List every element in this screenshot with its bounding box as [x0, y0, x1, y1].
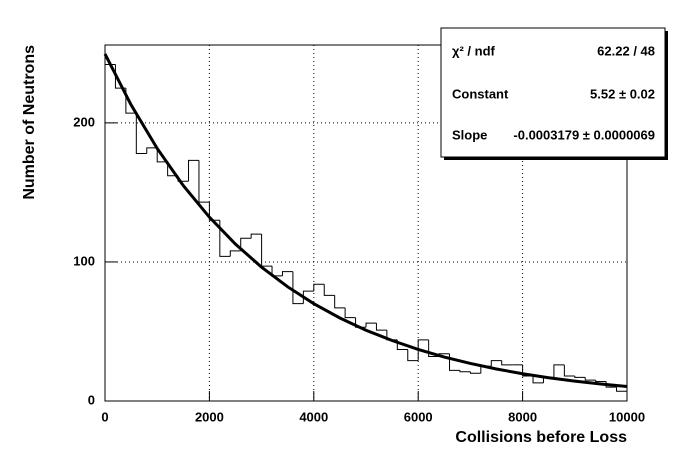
x-tick-label: 6000 — [404, 409, 433, 424]
x-axis-title: Collisions before Loss — [455, 429, 627, 446]
stats-value: 62.22 / 48 — [597, 43, 655, 58]
histogram-bin — [595, 380, 607, 383]
histogram-bin — [313, 283, 325, 292]
stats: χ² / ndf 62.22 / 48 Constant 5.52 ± 0.02 Slo… — [452, 43, 655, 142]
histogram-bin — [490, 360, 502, 367]
histogram-bin — [407, 349, 419, 362]
histogram-bin — [219, 220, 231, 257]
histogram-bin — [208, 202, 220, 221]
fit-curve — [103, 53, 628, 389]
histogram-bin — [188, 159, 199, 182]
histogram-bin — [146, 147, 158, 154]
stats-label: Constant — [452, 86, 509, 101]
histogram-bin — [198, 160, 210, 203]
histogram-bin — [334, 295, 346, 309]
histogram-bin — [344, 307, 356, 319]
stats-label: χ² / ndf — [452, 43, 496, 58]
histogram-bin — [229, 250, 241, 257]
histogram-bin — [563, 364, 575, 377]
histogram-bin — [417, 339, 429, 361]
y-tick-label: 100 — [73, 253, 95, 268]
histogram-bin — [292, 271, 304, 305]
x-tick-label: 2000 — [195, 409, 224, 424]
stats-label: Slope — [452, 127, 487, 142]
stats-value: 5.52 ± 0.02 — [590, 86, 655, 101]
histogram-bin — [459, 370, 471, 373]
y-tick-label: 0 — [88, 392, 95, 407]
histogram-bin — [574, 375, 586, 378]
histogram-bin — [250, 233, 262, 239]
histogram-bin — [302, 290, 314, 304]
x-tick-label: 8000 — [508, 409, 537, 424]
histogram-bin — [365, 322, 377, 328]
histogram-bin — [501, 360, 513, 366]
histogram-bin — [323, 284, 335, 296]
histogram-bin — [375, 323, 387, 331]
histogram-bin — [553, 364, 565, 378]
histogram-bin — [240, 237, 252, 251]
histogram-bin — [532, 375, 544, 384]
stats-box — [440, 27, 666, 158]
histogram-bin — [428, 339, 440, 357]
x-tick-label: 10000 — [609, 409, 645, 424]
stats-value: -0.0003179 ± 0.0000069 — [513, 127, 655, 142]
y-tick-label: 200 — [73, 114, 95, 129]
x-tick-label: 0 — [101, 409, 108, 424]
y-axis-title: Number of Neutrons — [21, 45, 38, 200]
plot: 0 2000 4000 6000 8000 10000 0 100 200 — [73, 45, 645, 424]
histogram-bin — [281, 271, 293, 276]
histogram-bin — [616, 387, 628, 401]
histogram-bin — [469, 371, 481, 374]
histogram-bin — [135, 113, 147, 154]
histogram-bin — [156, 147, 168, 163]
x-tick-label: 4000 — [299, 409, 328, 424]
histogram-bin — [584, 377, 596, 381]
